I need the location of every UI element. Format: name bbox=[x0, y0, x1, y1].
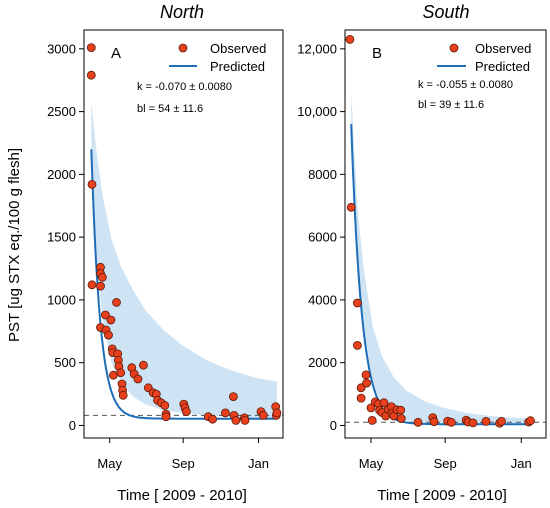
observed-point bbox=[352, 298, 362, 308]
observed-point bbox=[396, 405, 406, 415]
observed-point bbox=[98, 272, 107, 282]
y-axis-north: 0 500 1000 1500 2000 2500 3000 bbox=[47, 41, 84, 433]
observed-point bbox=[86, 43, 96, 52]
observed-point bbox=[240, 415, 250, 425]
observed-point bbox=[96, 281, 105, 291]
observed-point bbox=[468, 418, 478, 428]
observed-point bbox=[352, 340, 362, 350]
panel-north: North 0 500 1000 1500 2000 2500 3000 May Sep Jan… bbox=[47, 2, 284, 504]
y-tick-label: 8000 bbox=[308, 167, 337, 182]
x-tick-label: Jan bbox=[511, 456, 532, 471]
legend-south: Observed Predicted bbox=[437, 41, 531, 74]
y-tick-label: 3000 bbox=[47, 41, 76, 56]
panel-title-south: South bbox=[422, 2, 469, 22]
observed-point bbox=[106, 315, 116, 325]
observed-point bbox=[228, 392, 238, 402]
observed-point bbox=[526, 416, 535, 426]
legend-predicted-label-north: Predicted bbox=[210, 59, 265, 74]
observed-point bbox=[160, 400, 170, 410]
annotation-bl-south: bl = 39 ± 11.6 bbox=[418, 99, 484, 111]
y-tick-label: 0 bbox=[69, 418, 76, 433]
x-axis-title-north: Time [ 2009 - 2010] bbox=[117, 487, 247, 504]
confidence-band-north bbox=[91, 101, 277, 419]
y-tick-label: 4000 bbox=[308, 292, 337, 307]
observed-point bbox=[367, 415, 377, 425]
x-axis-title-south: Time [ 2009 - 2010] bbox=[377, 487, 507, 504]
observed-point bbox=[87, 179, 97, 189]
observed-point bbox=[272, 408, 282, 418]
panel-letter-a: A bbox=[111, 45, 121, 62]
observed-point bbox=[497, 416, 506, 426]
y-axis-title: PST [ug STX eq./100 g flesh] bbox=[6, 148, 23, 342]
y-tick-label: 2000 bbox=[47, 167, 76, 182]
observed-point bbox=[356, 383, 366, 393]
observed-point bbox=[429, 417, 439, 427]
observed-point bbox=[231, 415, 241, 425]
y-tick-label: 0 bbox=[330, 418, 337, 433]
observed-points-south bbox=[345, 35, 535, 428]
observed-point bbox=[161, 412, 171, 422]
x-axis-south: May Sep Jan bbox=[359, 438, 532, 471]
y-axis-south: 0 2000 4000 6000 8000 10,000 12,000 bbox=[297, 41, 345, 433]
observed-point bbox=[101, 310, 110, 320]
observed-point bbox=[86, 70, 96, 80]
y-tick-label: 10,000 bbox=[297, 104, 337, 119]
observed-point bbox=[346, 202, 356, 212]
x-tick-label: Sep bbox=[172, 456, 195, 471]
observed-point bbox=[112, 297, 121, 307]
annotation-k-north: k = -0.070 ± 0.0080 bbox=[137, 81, 232, 93]
observed-point bbox=[220, 408, 230, 418]
x-tick-label: May bbox=[359, 456, 384, 471]
legend-observed-label-north: Observed bbox=[210, 41, 266, 56]
confidence-band-area-north bbox=[91, 101, 277, 419]
annotation-k-south: k = -0.055 ± 0.0080 bbox=[418, 79, 513, 91]
y-tick-label: 2000 bbox=[308, 355, 337, 370]
observed-points-north bbox=[86, 43, 282, 425]
confidence-band-area-south bbox=[351, 92, 531, 425]
observed-point bbox=[208, 414, 218, 424]
observed-point bbox=[362, 378, 372, 388]
observed-point bbox=[446, 417, 456, 427]
panel-south: South 0 2000 4000 6000 8000 10,000 12,000 May S… bbox=[297, 2, 547, 504]
observed-point bbox=[258, 410, 268, 420]
observed-point bbox=[413, 417, 423, 427]
x-tick-label: Jan bbox=[248, 456, 269, 471]
legend-predicted-label-south: Predicted bbox=[475, 59, 530, 74]
x-tick-label: Sep bbox=[434, 456, 457, 471]
observed-point bbox=[133, 374, 143, 384]
x-tick-label: May bbox=[97, 456, 122, 471]
legend-observed-label-south: Observed bbox=[475, 41, 531, 56]
observed-point bbox=[118, 390, 128, 400]
observed-point bbox=[109, 370, 118, 380]
observed-point bbox=[104, 330, 113, 340]
observed-point bbox=[181, 407, 191, 417]
observed-point bbox=[356, 393, 366, 403]
x-axis-north: May Sep Jan bbox=[97, 438, 269, 471]
confidence-band-south bbox=[351, 92, 531, 425]
observed-point bbox=[87, 280, 97, 290]
legend-north: Observed Predicted bbox=[169, 41, 266, 74]
observed-point bbox=[345, 35, 355, 44]
panel-letter-b: B bbox=[372, 45, 382, 62]
panel-title-north: North bbox=[160, 2, 204, 22]
annotation-bl-north: bl = 54 ± 11.6 bbox=[137, 103, 203, 115]
legend-observed-marker-north bbox=[178, 43, 188, 53]
observed-point bbox=[366, 403, 376, 413]
observed-point bbox=[481, 416, 491, 426]
observed-point bbox=[361, 370, 371, 380]
observed-point bbox=[379, 398, 389, 408]
y-tick-label: 12,000 bbox=[297, 41, 337, 56]
y-tick-label: 1500 bbox=[47, 230, 76, 245]
observed-point bbox=[138, 360, 148, 370]
y-tick-label: 500 bbox=[54, 355, 76, 370]
observed-point bbox=[396, 414, 406, 423]
y-tick-label: 6000 bbox=[308, 230, 337, 245]
y-tick-label: 2500 bbox=[47, 104, 76, 119]
observed-point bbox=[116, 368, 126, 378]
legend-observed-marker-south bbox=[449, 43, 459, 53]
y-tick-label: 1000 bbox=[47, 292, 76, 307]
